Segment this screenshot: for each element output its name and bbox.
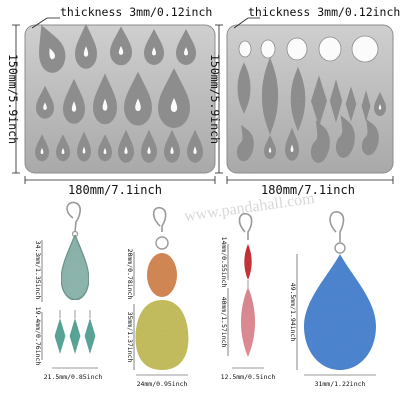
template-left: thickness 3mm/0.12inch 150mm/5.9inch 180… (6, 5, 216, 197)
template-right: thickness 3mm/0.12inch 150mm/5.9inch 180… (208, 5, 400, 197)
thickness-label: thickness 3mm/0.12inch (248, 5, 400, 19)
large-teardrop-charm (304, 254, 376, 370)
ear-hook (329, 211, 345, 242)
dangle-leaf (54, 318, 66, 354)
width-label: 180mm/7.1inch (68, 183, 162, 197)
large-oval-charm (135, 300, 189, 370)
dim-height-top: 34.3mm/1.35inch (34, 241, 42, 300)
dim-height-bottom: 19.4mm/0.76inch (34, 307, 42, 366)
ear-hook (66, 201, 81, 233)
height-label: 150mm/5.9inch (6, 54, 20, 144)
dim-height: 49.5mm/1.94inch (289, 283, 297, 342)
small-oval-charm (147, 253, 177, 297)
earring-large-teardrop: 49.5mm/1.94inch 31mm/1.22inch (289, 211, 376, 388)
height-label: 150mm/5.9inch (208, 54, 222, 144)
dim-width: 24mm/0.95inch (137, 380, 188, 388)
dangle-leaf (84, 318, 96, 354)
watermark: www.pandahall.com (183, 190, 316, 225)
dim-height-bottom: 35mm/1.37inch (126, 312, 134, 363)
earring-diamond-stack: 14mm/0.55inch 40mm/1.57inch 12.5mm/0.5in… (220, 212, 276, 381)
ear-hook (238, 212, 253, 240)
earring-oval-stack: 20mm/0.78inch 35mm/1.37inch 24mm/0.95inc… (126, 206, 189, 388)
dangle-leaf (69, 318, 81, 354)
dim-width: 21.5mm/0.85inch (44, 373, 103, 381)
width-label: 180mm/7.1inch (261, 183, 355, 197)
dim-width: 12.5mm/0.5inch (221, 373, 276, 381)
earring-teardrop-with-dangles: 34.3mm/1.35inch 19.4mm/0.76inch 21.5mm/0… (34, 201, 103, 381)
teardrop-charm (61, 235, 89, 300)
large-leaf-charm (240, 287, 256, 357)
dim-height-top: 14mm/0.55inch (220, 237, 228, 288)
dim-width: 31mm/1.22inch (315, 380, 366, 388)
template-plate (24, 24, 216, 174)
small-diamond-charm (244, 244, 252, 280)
dim-height-bottom: 40mm/1.57inch (220, 297, 228, 348)
ear-hook (152, 206, 167, 232)
template-cutouts (239, 35, 384, 157)
thickness-label: thickness 3mm/0.12inch (60, 5, 212, 19)
dim-height-top: 20mm/0.78inch (126, 249, 134, 300)
